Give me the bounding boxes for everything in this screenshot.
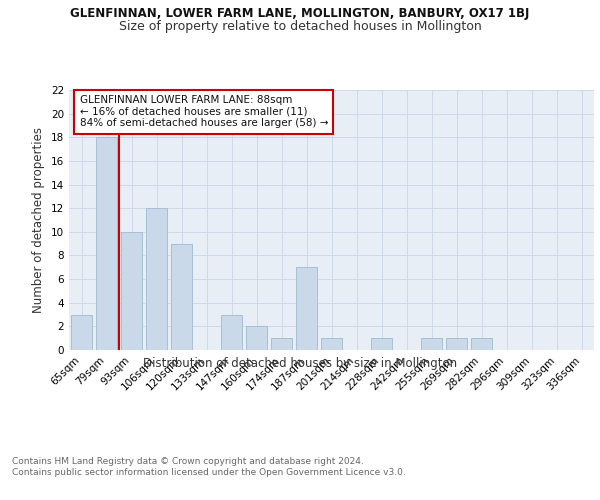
Bar — [471, 338, 492, 350]
Bar — [271, 338, 292, 350]
Bar — [296, 268, 317, 350]
Text: Size of property relative to detached houses in Mollington: Size of property relative to detached ho… — [119, 20, 481, 33]
Bar — [371, 338, 392, 350]
Text: GLENFINNAN LOWER FARM LANE: 88sqm
← 16% of detached houses are smaller (11)
84% : GLENFINNAN LOWER FARM LANE: 88sqm ← 16% … — [79, 95, 328, 128]
Bar — [96, 138, 117, 350]
Bar — [171, 244, 192, 350]
Text: Distribution of detached houses by size in Mollington: Distribution of detached houses by size … — [143, 358, 457, 370]
Bar — [221, 314, 242, 350]
Bar — [121, 232, 142, 350]
Bar — [146, 208, 167, 350]
Y-axis label: Number of detached properties: Number of detached properties — [32, 127, 46, 313]
Text: Contains HM Land Registry data © Crown copyright and database right 2024.
Contai: Contains HM Land Registry data © Crown c… — [12, 458, 406, 477]
Bar — [446, 338, 467, 350]
Bar — [321, 338, 342, 350]
Text: GLENFINNAN, LOWER FARM LANE, MOLLINGTON, BANBURY, OX17 1BJ: GLENFINNAN, LOWER FARM LANE, MOLLINGTON,… — [70, 8, 530, 20]
Bar — [246, 326, 267, 350]
Bar — [421, 338, 442, 350]
Bar — [71, 314, 92, 350]
